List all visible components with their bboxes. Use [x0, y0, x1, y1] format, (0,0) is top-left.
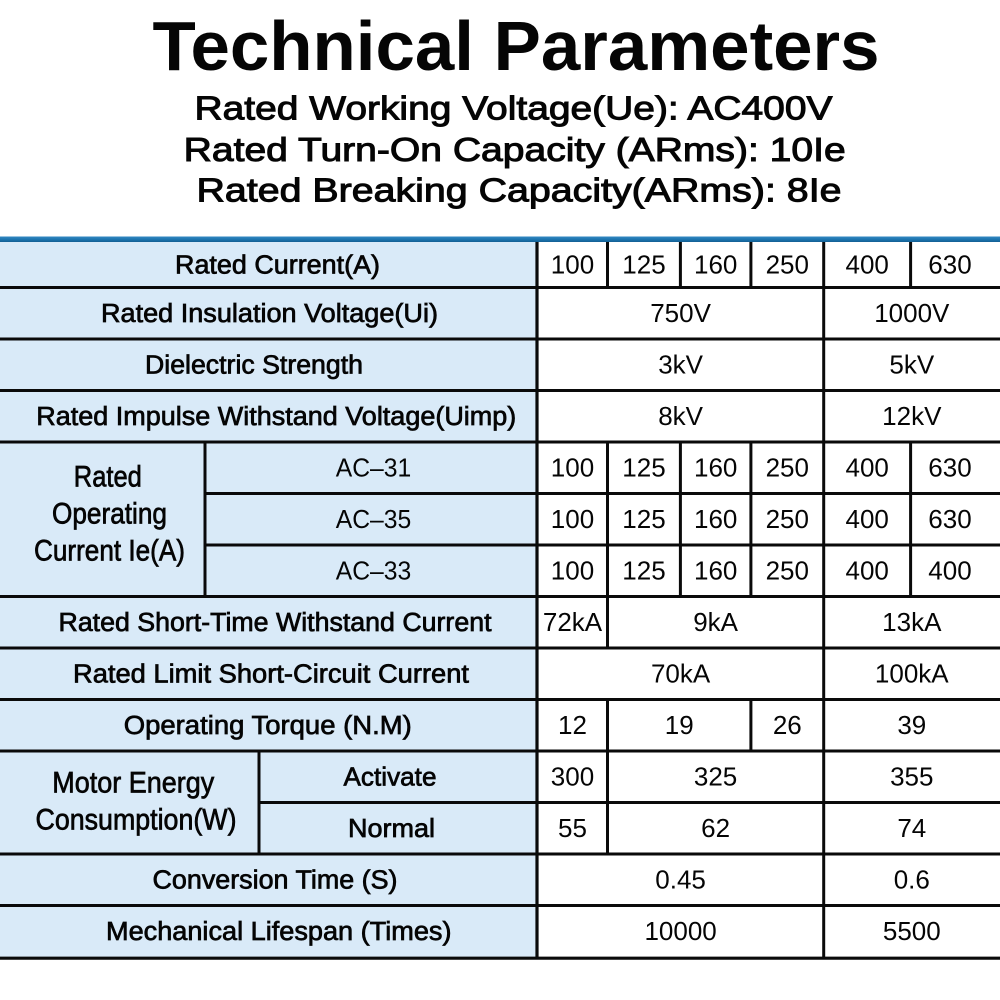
svg-text:12: 12	[558, 710, 587, 740]
svg-text:55: 55	[558, 813, 587, 843]
svg-text:19: 19	[665, 710, 694, 740]
svg-text:250: 250	[766, 250, 809, 280]
svg-text:1000V: 1000V	[874, 298, 950, 328]
svg-text:355: 355	[890, 762, 933, 792]
svg-text:12kV: 12kV	[882, 401, 942, 431]
svg-text:AC–31: AC–31	[336, 453, 412, 483]
svg-text:250: 250	[766, 453, 809, 483]
svg-text:3kV: 3kV	[658, 350, 703, 380]
svg-text:26: 26	[773, 710, 802, 740]
svg-text:Rated Insulation Voltage(Ui): Rated Insulation Voltage(Ui)	[101, 300, 438, 328]
svg-text:100: 100	[551, 453, 594, 483]
svg-text:74: 74	[897, 813, 926, 843]
svg-text:630: 630	[928, 453, 971, 483]
svg-text:400: 400	[846, 250, 889, 280]
svg-text:Rated: Rated	[74, 461, 142, 494]
svg-text:Rated Limit Short-Circuit Curr: Rated Limit Short-Circuit Current	[73, 661, 469, 689]
svg-text:100: 100	[551, 504, 594, 534]
svg-text:Consumption(W): Consumption(W)	[36, 803, 237, 836]
svg-text:Operating Torque (N.M): Operating Torque (N.M)	[124, 712, 412, 740]
svg-text:250: 250	[766, 504, 809, 534]
svg-text:72kA: 72kA	[543, 607, 603, 637]
svg-text:8kV: 8kV	[658, 401, 703, 431]
svg-text:160: 160	[694, 453, 737, 483]
svg-text:250: 250	[766, 556, 809, 586]
svg-text:160: 160	[694, 504, 737, 534]
svg-text:125: 125	[622, 504, 665, 534]
svg-text:0.45: 0.45	[655, 865, 706, 895]
svg-text:300: 300	[551, 762, 594, 792]
svg-text:400: 400	[928, 556, 971, 586]
svg-text:Operating: Operating	[52, 498, 167, 531]
svg-text:Current Ie(A): Current Ie(A)	[34, 535, 185, 568]
svg-text:125: 125	[622, 453, 665, 483]
svg-text:125: 125	[622, 556, 665, 586]
svg-text:10000: 10000	[644, 916, 716, 946]
svg-text:Activate: Activate	[344, 762, 437, 792]
svg-text:AC–33: AC–33	[336, 556, 412, 586]
svg-text:Rated Short-Time Withstand Cur: Rated Short-Time Withstand Current	[59, 609, 492, 637]
svg-text:Dielectric Strength: Dielectric Strength	[145, 352, 363, 380]
svg-text:160: 160	[694, 556, 737, 586]
svg-text:400: 400	[846, 453, 889, 483]
svg-text:160: 160	[694, 250, 737, 280]
svg-text:400: 400	[846, 556, 889, 586]
svg-text:39: 39	[897, 710, 926, 740]
svg-text:Rated Current(A): Rated Current(A)	[175, 252, 380, 280]
svg-text:Mechanical Lifespan (Times): Mechanical Lifespan (Times)	[106, 918, 452, 946]
svg-text:Rated Turn-On Capacity (ARms):: Rated Turn-On Capacity (ARms): 10Ie	[184, 132, 846, 169]
svg-text:Conversion Time (S): Conversion Time (S)	[153, 867, 398, 895]
svg-text:750V: 750V	[650, 298, 711, 328]
svg-text:Rated Working Voltage(Ue): AC4: Rated Working Voltage(Ue): AC400V	[195, 90, 834, 127]
svg-text:62: 62	[701, 813, 730, 843]
svg-text:Technical Parameters: Technical Parameters	[153, 7, 880, 85]
svg-text:100: 100	[551, 556, 594, 586]
svg-text:Normal: Normal	[348, 813, 435, 843]
svg-text:Motor Energy: Motor Energy	[52, 766, 214, 799]
svg-text:70kA: 70kA	[651, 659, 711, 689]
svg-text:5500: 5500	[883, 916, 941, 946]
svg-text:0.6: 0.6	[894, 865, 930, 895]
svg-text:630: 630	[928, 250, 971, 280]
svg-text:125: 125	[622, 250, 665, 280]
svg-text:400: 400	[846, 504, 889, 534]
svg-text:100kA: 100kA	[875, 659, 949, 689]
svg-text:Rated Breaking Capacity(ARms):: Rated Breaking Capacity(ARms): 8Ie	[197, 173, 842, 210]
svg-text:9kA: 9kA	[693, 607, 738, 637]
svg-text:5kV: 5kV	[889, 350, 934, 380]
svg-text:100: 100	[551, 250, 594, 280]
svg-text:Rated Impulse Withstand Voltag: Rated Impulse Withstand Voltage(Uimp)	[36, 403, 516, 431]
svg-text:630: 630	[928, 504, 971, 534]
svg-text:AC–35: AC–35	[336, 504, 412, 534]
svg-text:13kA: 13kA	[882, 607, 942, 637]
svg-text:325: 325	[694, 762, 737, 792]
